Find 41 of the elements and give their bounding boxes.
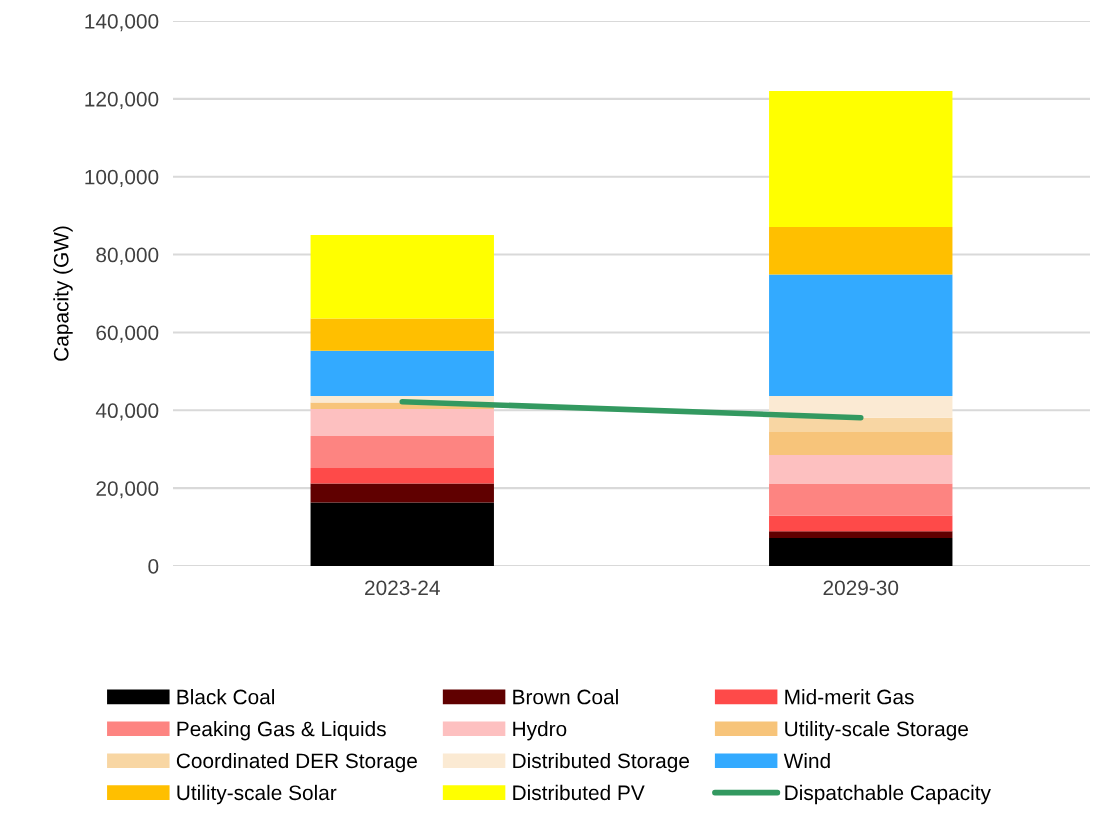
bar (310, 350, 494, 396)
legend-label: Hydro (513, 720, 567, 741)
legend-label: Dispatchable Capacity (785, 784, 991, 805)
y-tick-label: 80,000 (96, 247, 159, 265)
y-tick-label: 60,000 (96, 325, 159, 343)
bar (769, 226, 953, 275)
legend-label: Wind (783, 752, 830, 769)
y-tick-label: 40,000 (95, 403, 159, 421)
bar (769, 432, 953, 456)
bar (769, 91, 953, 227)
bar (310, 483, 494, 503)
legend-label: Distributed PV (513, 784, 645, 801)
y-tick-label: 120,000 (85, 91, 159, 110)
bar (310, 467, 494, 484)
bar (769, 417, 953, 433)
y-axis-title: Capacity (GW) (53, 226, 73, 361)
bar (769, 455, 953, 484)
y-tick-label: 0 (148, 559, 159, 574)
y-tick-label: 140,000 (85, 14, 159, 32)
legend-label: Mid-merit Gas (785, 689, 914, 705)
bar (310, 318, 494, 351)
bar (769, 483, 953, 516)
x-tick-label: 2023-24 (365, 580, 440, 596)
bar (310, 502, 494, 566)
bar (310, 409, 494, 436)
bar (310, 435, 494, 468)
legend-label: Black Coal (177, 689, 274, 705)
bar (769, 537, 953, 566)
bar (769, 531, 953, 538)
y-tick-label: 20,000 (96, 481, 159, 499)
legend-label: Utility-scale Solar (177, 784, 337, 805)
legend-label: Brown Coal (513, 689, 618, 705)
bar (769, 274, 953, 396)
legend-label: Utility-scale Storage (785, 720, 968, 741)
x-tick-label: 2029-30 (823, 580, 899, 596)
legend-label: Coordinated DER Storage (176, 752, 417, 773)
legend-label: Peaking Gas & Liquids (177, 720, 386, 741)
bar (310, 235, 494, 319)
y-tick-label: 100,000 (85, 169, 159, 187)
bar (769, 515, 953, 532)
legend-label: Distributed Storage (513, 752, 689, 773)
